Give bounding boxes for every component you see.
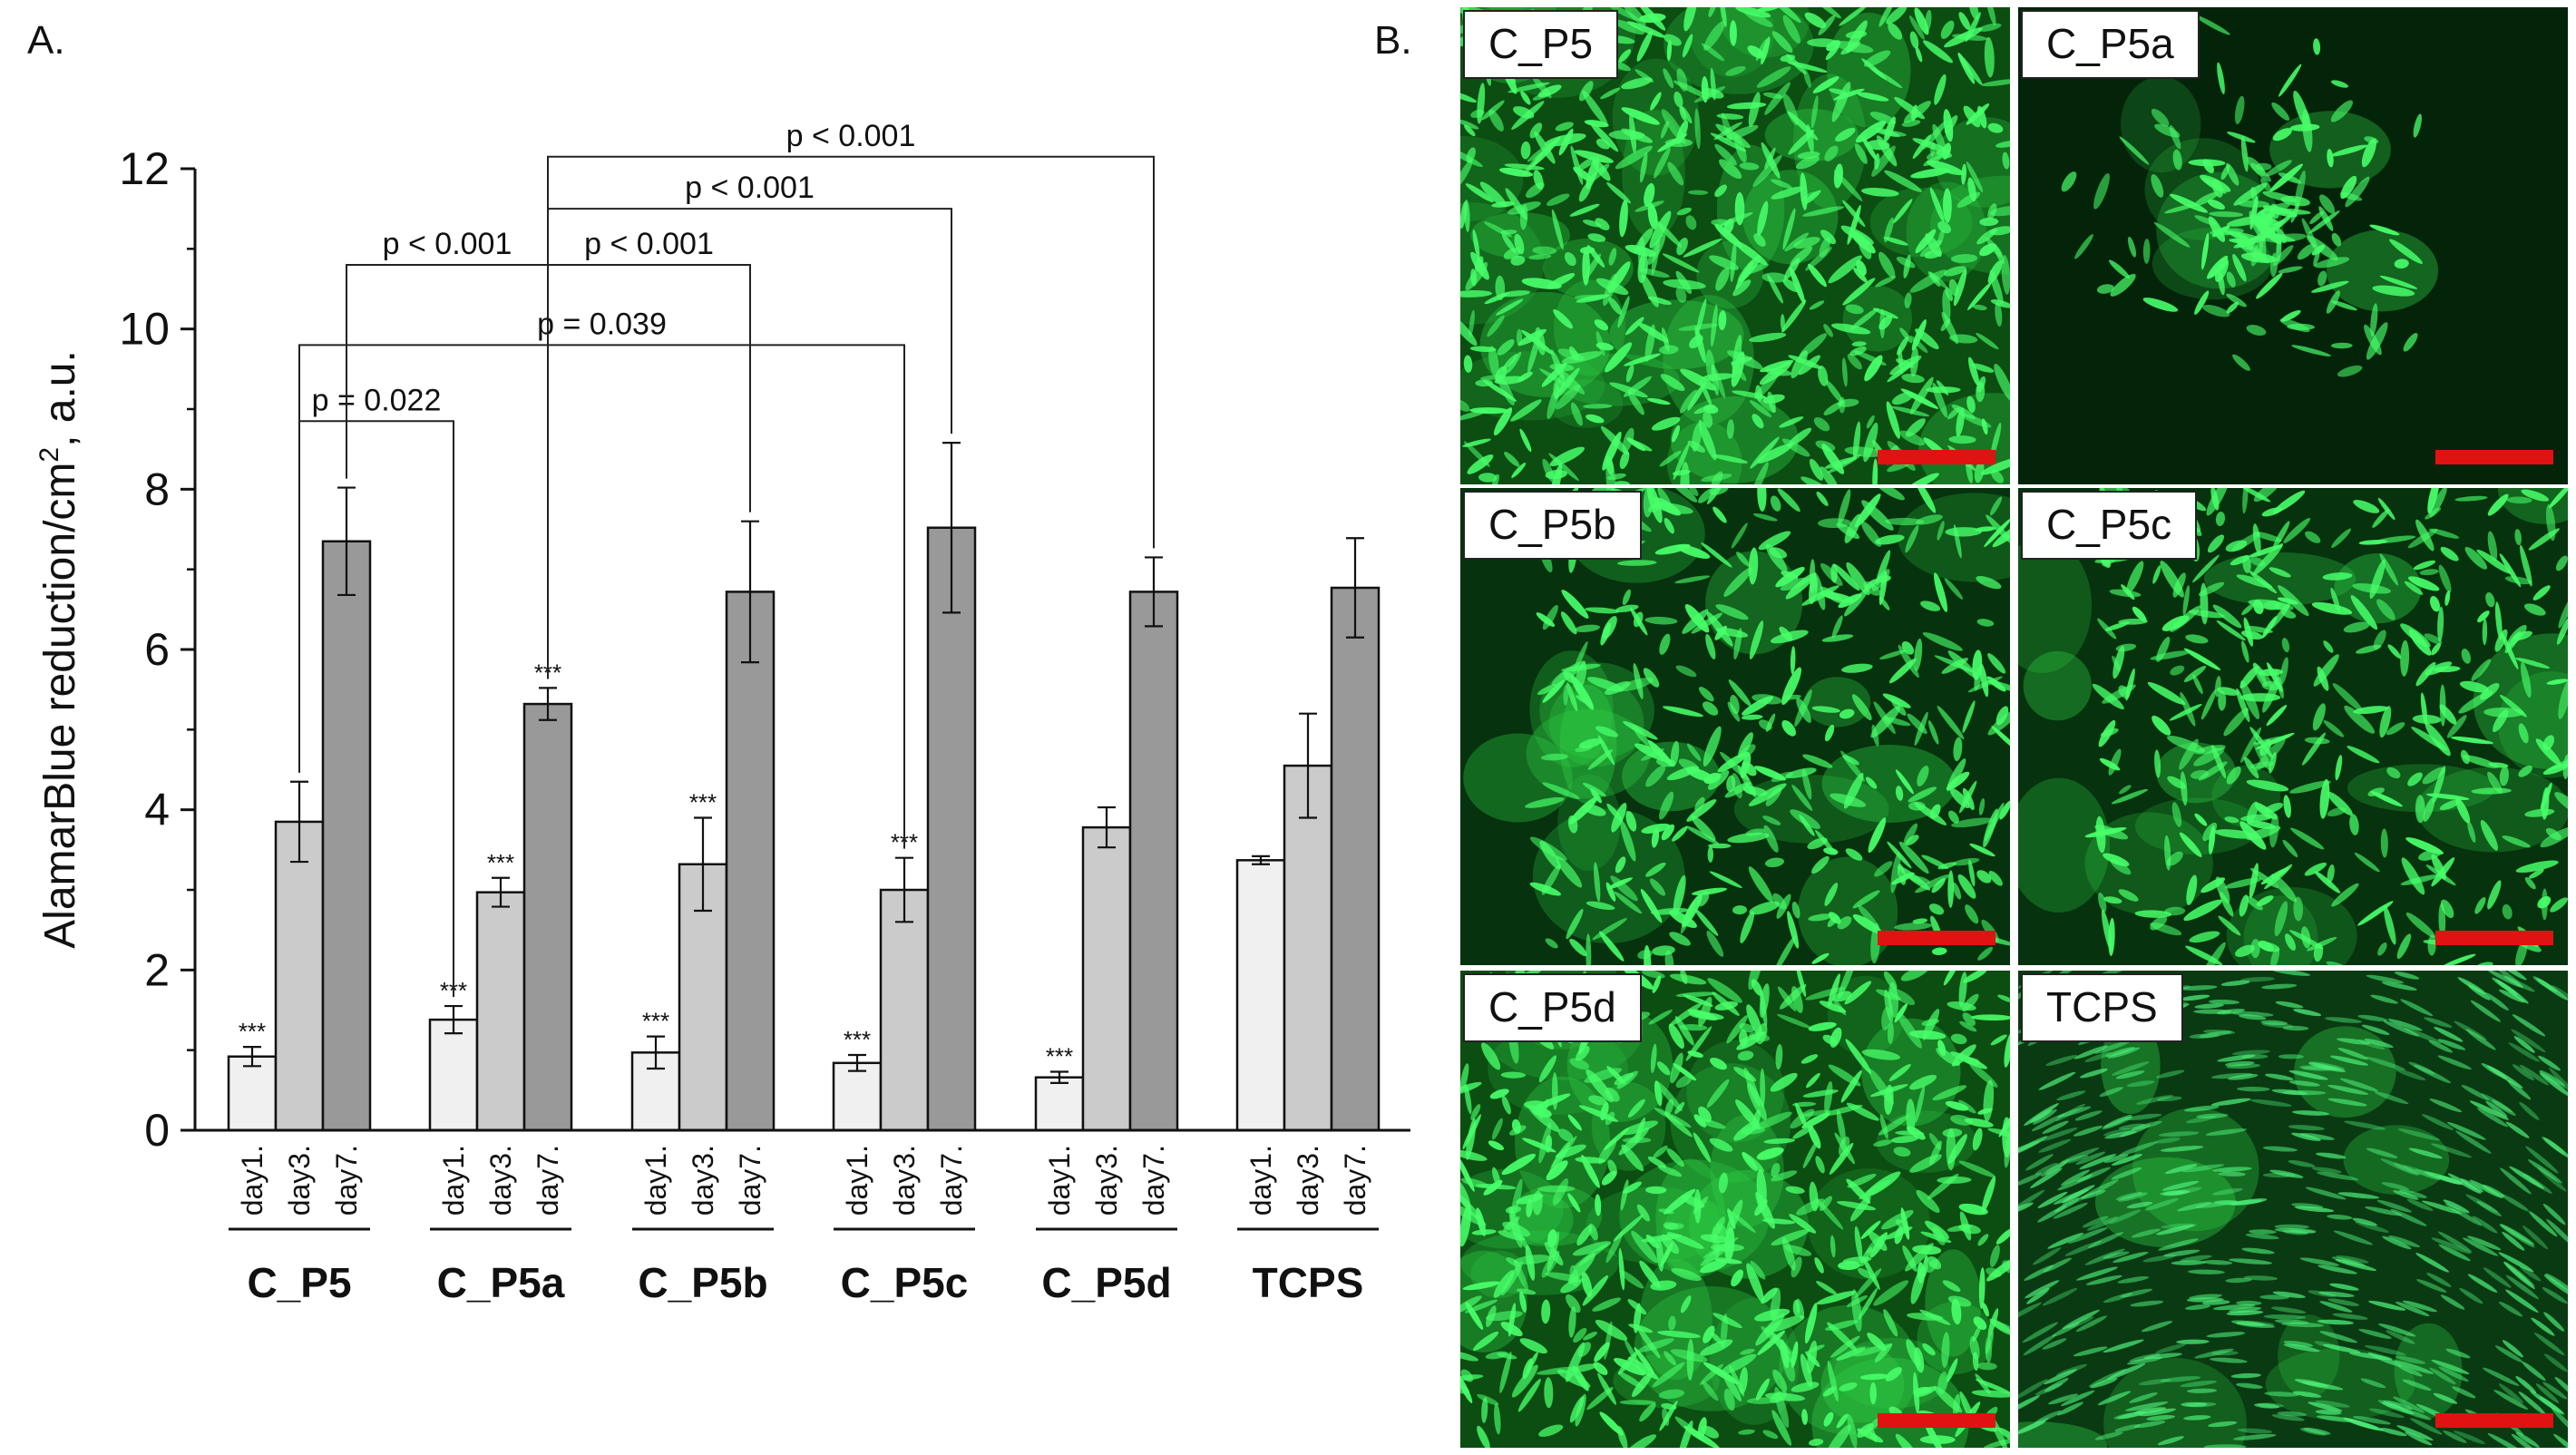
day-tick-label: day7. (1137, 1145, 1170, 1216)
day-tick-label: day1. (236, 1145, 268, 1216)
group-label: C_P5d (1041, 1259, 1171, 1306)
day-tick-label: day7. (1339, 1145, 1371, 1216)
scale-bar (2435, 450, 2553, 464)
micrograph-label: C_P5b (1463, 491, 1642, 560)
cell-image (1460, 7, 2010, 484)
day-tick-label: day3. (484, 1145, 517, 1216)
bar (725, 591, 776, 1132)
bar (428, 1018, 479, 1132)
day-tick-label: day3. (283, 1145, 316, 1216)
day-tick-label: day1. (639, 1145, 672, 1216)
micrograph-label: C_P5 (1463, 10, 1619, 79)
day-tick-label: day3. (687, 1145, 719, 1216)
micrograph-c-p5a: C_P5a (2018, 7, 2568, 484)
micrograph-label: C_P5c (2021, 491, 2198, 560)
y-tick-label: 12 (119, 143, 170, 194)
day-tick-label: day3. (1292, 1145, 1324, 1216)
bar (321, 540, 372, 1132)
day-tick-label: day7. (935, 1145, 968, 1216)
micrograph-c-p5c: C_P5c (2018, 488, 2568, 965)
bar (1081, 825, 1132, 1132)
day-tick-label: day1. (841, 1145, 873, 1216)
group-label: TCPS (1253, 1259, 1364, 1306)
x-axis-labels: day1. day3. day7. C_P5 day1. day3. day7. C_P5a d… (229, 1145, 1379, 1306)
bar (475, 891, 526, 1132)
bar (1330, 586, 1381, 1132)
micrograph-c-p5d: C_P5d (1460, 971, 2010, 1448)
significance-stars: *** (844, 1026, 871, 1053)
bar (832, 1061, 883, 1132)
bars: *************************** (227, 442, 1381, 1132)
y-axis-label: AlamarBlue reduction/cm2, a.u. (34, 350, 84, 949)
y-tick-label: 6 (144, 624, 170, 675)
bar (274, 820, 325, 1132)
micrograph-tcps: TCPS (2018, 971, 2568, 1448)
scale-bar (2435, 1413, 2553, 1428)
p-value-label: p < 0.001 (584, 227, 714, 261)
axes (193, 169, 1410, 1132)
y-tick-label: 2 (144, 944, 170, 995)
y-tick-label: 0 (144, 1105, 170, 1156)
micrograph-c-p5: C_P5 (1460, 7, 2010, 484)
day-tick-label: day3. (1090, 1145, 1123, 1216)
cell-image (1460, 971, 2010, 1448)
bar (522, 702, 573, 1132)
significance-stars: *** (642, 1008, 669, 1035)
panel-a-label: A. (27, 18, 65, 63)
comparison-bracket (346, 264, 549, 679)
panel-b-label: B. (1374, 18, 1412, 63)
p-value-label: p = 0.022 (312, 383, 442, 417)
day-tick-label: day1. (1244, 1145, 1277, 1216)
p-value-label: p < 0.001 (383, 227, 512, 261)
comparison-bracket (547, 155, 1155, 679)
scale-bar (1878, 450, 1995, 464)
scale-bar (1878, 931, 1995, 945)
scale-bar (1878, 1413, 1995, 1428)
bar (926, 526, 977, 1132)
group-label: C_P5b (638, 1259, 767, 1306)
y-tick-label: 10 (119, 304, 170, 355)
p-value-label: p < 0.001 (786, 119, 916, 153)
group-label: C_P5a (437, 1259, 565, 1306)
bar (1128, 591, 1179, 1132)
y-axis-ticks: 0 2 4 6 8 10 12 (119, 143, 195, 1156)
significance-brackets: p = 0.022 p = 0.039 p < 0.001 p < 0.001 p < … (298, 119, 1155, 998)
day-tick-label: day1. (437, 1145, 470, 1216)
significance-stars: *** (1046, 1043, 1073, 1070)
bar (1283, 764, 1333, 1132)
micrograph-c-p5b: C_P5b (1460, 488, 2010, 965)
y-tick-label: 8 (144, 464, 170, 514)
micrograph-label: C_P5a (2021, 10, 2200, 79)
group-label: C_P5c (841, 1259, 969, 1306)
significance-stars: *** (487, 849, 514, 876)
bar (227, 1055, 278, 1132)
p-value-label: p < 0.001 (685, 171, 815, 205)
cell-image (1460, 488, 2010, 965)
micrograph-label: TCPS (2021, 973, 2183, 1042)
significance-stars: *** (689, 789, 717, 816)
cell-image (2018, 7, 2568, 484)
day-tick-label: day7. (532, 1145, 564, 1216)
comparison-bracket (298, 344, 905, 849)
scale-bar (2435, 931, 2553, 945)
micrograph-label: C_P5d (1463, 973, 1642, 1042)
y-tick-label: 4 (144, 785, 170, 835)
group-label: C_P5 (247, 1259, 351, 1306)
bar (1235, 859, 1286, 1132)
bar (879, 888, 930, 1132)
day-tick-label: day1. (1043, 1145, 1076, 1216)
significance-stars: *** (239, 1018, 266, 1045)
cell-image (2018, 971, 2568, 1448)
day-tick-label: day7. (734, 1145, 766, 1216)
bar (1034, 1076, 1085, 1132)
day-tick-label: day3. (888, 1145, 921, 1216)
day-tick-label: day7. (330, 1145, 363, 1216)
p-value-label: p = 0.039 (537, 307, 667, 341)
